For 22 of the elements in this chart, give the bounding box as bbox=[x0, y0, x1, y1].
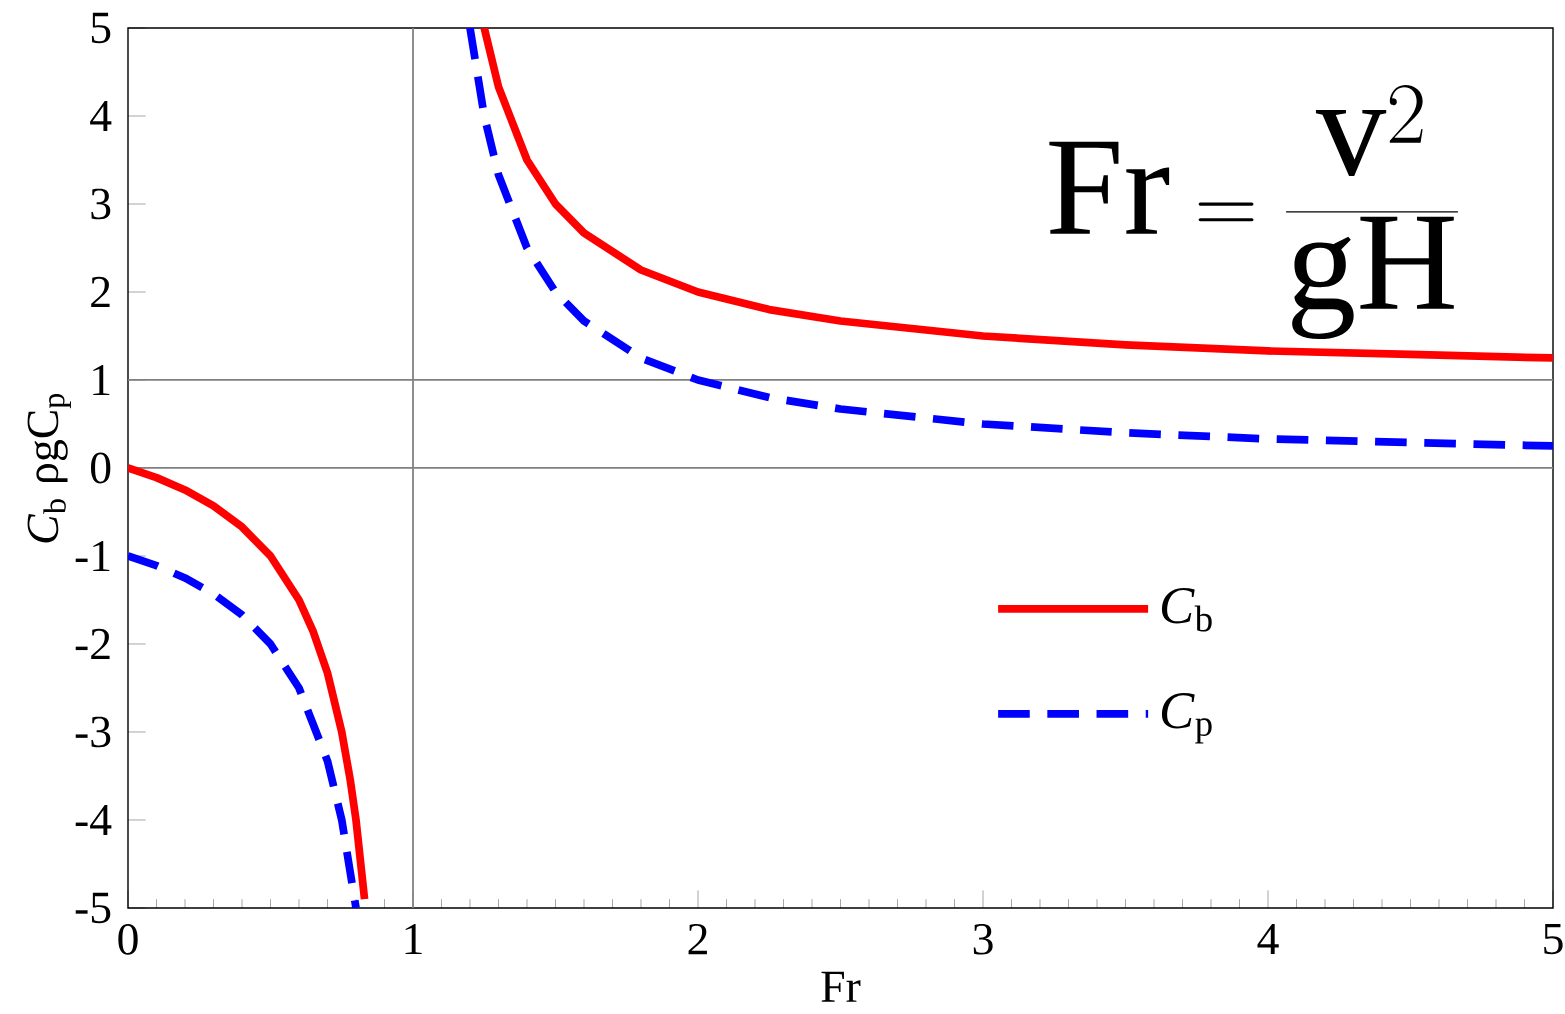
x-tick-label: 2 bbox=[688, 923, 707, 955]
y-tick-label: 3 bbox=[91, 188, 111, 220]
x-tick-label: 3 bbox=[973, 923, 993, 955]
y-tick-label: -4 bbox=[75, 804, 112, 836]
y-tick-label: 0 bbox=[90, 452, 111, 484]
legend-label: C$_{p}$ bbox=[1161, 693, 1212, 744]
y-tick-label: -2 bbox=[75, 628, 110, 660]
x-tick-label: 1 bbox=[405, 923, 422, 955]
y-tick-label: -3 bbox=[75, 716, 111, 748]
y-tick-label: 5 bbox=[91, 12, 111, 44]
x-tick-label: 5 bbox=[1544, 923, 1563, 955]
y-tick-label: -5 bbox=[75, 892, 111, 924]
x-tick-label: 4 bbox=[1257, 923, 1279, 954]
x-axis-title: Fr bbox=[821, 971, 861, 1002]
annotation: $\mathrm{Fr}=\frac{\mathrm{v}^{2}}{\mathrm{gH}}$ bbox=[1049, 85, 1458, 340]
y-tick-label: -1 bbox=[75, 540, 110, 572]
y-tick-label: 1 bbox=[93, 364, 110, 396]
y-axis-title: C$_{b}$ ρgC$_{p}$ bbox=[27, 394, 71, 543]
y-tick-label: 2 bbox=[91, 276, 110, 308]
legend-label: C$_{b}$ bbox=[1161, 588, 1212, 632]
y-tick-label: 4 bbox=[90, 100, 112, 132]
x-tick-label: 0 bbox=[118, 923, 138, 955]
